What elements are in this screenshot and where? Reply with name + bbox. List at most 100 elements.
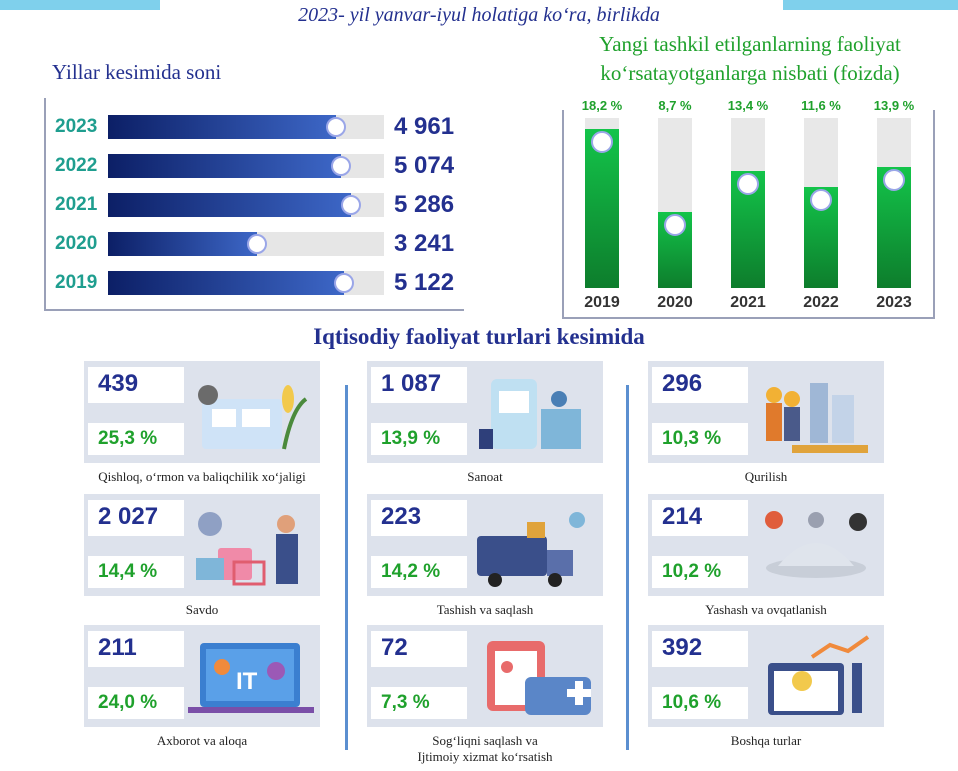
card-count: 211 — [88, 631, 184, 667]
hbar-knob — [334, 273, 354, 293]
vbar-year-label: 2019 — [584, 294, 620, 311]
construction-icon — [766, 383, 868, 453]
svg-text:IT: IT — [236, 668, 258, 695]
it-icon: IT — [188, 643, 314, 713]
vbar-year-label: 2021 — [730, 294, 766, 311]
card-label: Qishloq, o‘rmon va baliqchilik xo‘jaligi — [98, 469, 306, 484]
vbar-value-label: 8,7 % — [658, 98, 692, 113]
card-label: Qurilish — [744, 469, 788, 484]
card-count: 439 — [88, 367, 184, 403]
hbar-year-label: 2022 — [55, 155, 98, 176]
vbar-value-label: 13,9 % — [873, 98, 915, 113]
card-percent: 13,9 % — [371, 423, 467, 455]
right-chart-frame-right — [933, 110, 935, 319]
page-subtitle: 2023- yil yanvar-iyul holatiga ko‘ra, bi… — [298, 4, 660, 26]
vbar-year-label: 2020 — [657, 294, 693, 311]
card-percent: 7,3 % — [371, 687, 467, 719]
vbar-value-label: 11,6 % — [801, 98, 841, 113]
hbar-year-label: 2019 — [55, 272, 98, 293]
hbar-year-label: 2020 — [55, 233, 98, 254]
activity-card: 214 10,2 % — [648, 494, 884, 596]
vbar-knob — [810, 189, 832, 211]
hbar-track — [108, 193, 384, 217]
hbar-value-label: 5 286 — [394, 191, 455, 218]
card-percent: 24,0 % — [88, 687, 184, 719]
card-count: 392 — [652, 631, 748, 667]
column-divider-2 — [626, 385, 629, 750]
right-chart-title-line2: ko‘rsatayotganlarga nisbati (foizda) — [600, 61, 900, 85]
card-percent: 14,4 % — [88, 556, 184, 588]
hbar-year-label: 2021 — [55, 194, 98, 215]
trade-icon — [196, 512, 298, 586]
hbar-fill — [108, 154, 341, 178]
card-label: Tashish va saqlash — [436, 602, 534, 617]
vbar-year-label: 2022 — [803, 294, 839, 311]
card-percent: 25,3 % — [88, 423, 184, 455]
hbar-value-label: 4 961 — [394, 113, 455, 140]
activity-card: 211 24,0 % IT — [84, 625, 320, 727]
card-count: 214 — [652, 500, 748, 536]
hospitality-icon — [765, 511, 867, 578]
right-chart-title-line1: Yangi tashkil etilganlarning faoliyat — [599, 32, 901, 56]
activity-card: 296 10,3 % — [648, 361, 884, 463]
agriculture-icon — [198, 385, 308, 450]
right-chart-title: Yangi tashkil etilganlarning faoliyat ko… — [560, 30, 940, 88]
card-label: Sog‘liqni saqlash va — [432, 733, 538, 748]
card-count: 296 — [652, 367, 748, 403]
activity-card: 72 7,3 % — [367, 625, 603, 727]
left-chart-title: Yillar kesimida soni — [52, 60, 222, 84]
card-label: Axborot va aloqa — [156, 733, 248, 748]
activity-card: 223 14,2 % — [367, 494, 603, 596]
section-title: Iqtisodiy faoliyat turlari kesimida — [313, 324, 645, 349]
card-count: 2 027 — [88, 500, 184, 536]
card-count: 72 — [371, 631, 467, 667]
hbar-value-label: 5 074 — [394, 152, 455, 179]
hbar-fill — [108, 115, 336, 139]
activity-card: 1 087 13,9 % — [367, 361, 603, 463]
hbar-knob — [331, 156, 351, 176]
card-label: Savdo — [185, 602, 219, 617]
card-count: 1 087 — [371, 367, 467, 403]
industry-icon — [479, 379, 581, 449]
activity-card: 2 027 14,4 % — [84, 494, 320, 596]
card-percent: 10,6 % — [652, 687, 748, 719]
card-percent: 14,2 % — [371, 556, 467, 588]
vbar-knob — [737, 173, 759, 195]
hbar-value-label: 5 122 — [394, 269, 455, 296]
vbar-fill — [585, 129, 619, 288]
left-chart-frame-bottom — [44, 309, 464, 311]
vbar-value-label: 18,2 % — [581, 98, 623, 113]
column-divider-1 — [345, 385, 348, 750]
activity-card: 392 10,6 % — [648, 625, 884, 727]
right-chart-frame-bottom — [562, 317, 935, 319]
vbar-knob — [883, 169, 905, 191]
top-accent-strip-right — [783, 0, 958, 10]
card-label-line2: Ijtimoiy xizmat ko‘rsatish — [417, 749, 553, 764]
card-label: Yashash va ovqatlanish — [705, 602, 827, 617]
hbar-year-label: 2023 — [55, 116, 98, 137]
card-percent: 10,2 % — [652, 556, 748, 588]
hbar-value-label: 3 241 — [394, 230, 455, 257]
vbar-year-label: 2023 — [876, 294, 912, 311]
card-label: Boshqa turlar — [730, 733, 802, 748]
hbar-knob — [326, 117, 346, 137]
hbar-fill — [108, 193, 351, 217]
hbar-knob — [247, 234, 267, 254]
top-accent-strip-left — [0, 0, 160, 10]
other-icon — [768, 635, 870, 715]
right-chart-frame-left — [562, 110, 564, 318]
hbar-fill — [108, 271, 344, 295]
activity-card: 439 25,3 % — [84, 361, 320, 463]
hbar-track — [108, 232, 384, 256]
hbar-knob — [341, 195, 361, 215]
card-label: Sanoat — [467, 469, 503, 484]
card-count: 223 — [371, 500, 467, 536]
vbar-knob — [591, 131, 613, 153]
card-percent: 10,3 % — [652, 423, 748, 455]
hbar-fill — [108, 232, 257, 256]
transport-icon — [477, 512, 585, 587]
vbar-knob — [664, 214, 686, 236]
vbar-value-label: 13,4 % — [727, 98, 769, 113]
health-icon — [487, 641, 591, 715]
left-chart-frame — [44, 98, 46, 310]
